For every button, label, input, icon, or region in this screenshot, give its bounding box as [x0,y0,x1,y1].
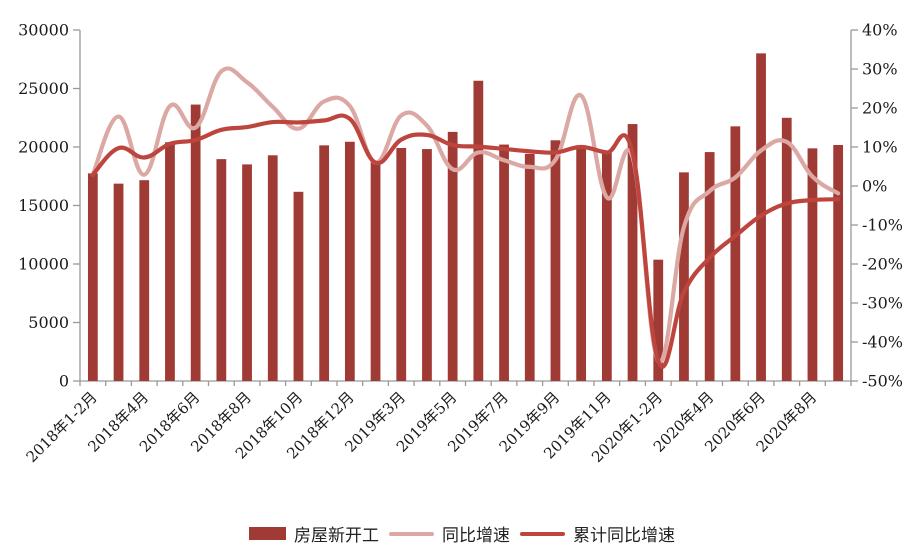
y-right-tick-label: 40% [862,21,898,40]
y-right-tick-label: 30% [862,60,898,79]
bar [781,117,792,381]
x-axis-ticks [79,381,852,386]
bar [730,126,741,381]
bar [473,80,484,381]
y-left-tick-label: 10000 [18,255,69,274]
bar [165,142,175,381]
bar-series [87,53,844,382]
bar [396,148,407,381]
cum-yoy-line [90,113,841,369]
bar [550,140,561,381]
y-axis-right: -50% -40% -30% -20% -10% 0% 10% 20% 30% 40% [851,21,903,391]
y-right-tick-label: -30% [862,294,903,313]
y-axis-left: 0 5000 10000 15000 20000 25000 30000 [18,21,80,391]
bar [344,141,355,381]
bar [807,148,818,381]
y-left-tick-label: 0 [59,372,69,391]
y-right-tick-label: -40% [862,333,903,352]
bar [704,152,715,381]
bar [679,172,689,381]
cum-yoy-line-swatch [520,531,565,536]
bar [833,144,844,381]
legend-item-bar: 房屋新开工 [249,521,379,546]
bar [319,145,330,381]
bar [627,124,638,382]
bar-line-chart-canvas: 0 5000 10000 15000 20000 25000 30000 -50% -40% -3… [18,21,903,467]
y-right-tick-label: 20% [862,99,898,118]
yoy-line [90,66,841,365]
y-left-tick-label: 5000 [28,313,69,332]
legend-label-bar: 房屋新开工 [294,526,379,546]
bar [447,131,458,381]
y-right-tick-label: -50% [862,372,903,391]
y-right-tick-label: -20% [862,255,903,274]
yoy-line-swatch [389,531,434,536]
bar [216,159,227,381]
y-left-tick-label: 25000 [18,79,69,98]
legend-item-yoy-line: 同比增速 [389,521,510,546]
legend: 房屋新开工 同比增速 累计同比增速 [0,521,924,546]
y-right-tick-label: 10% [862,138,898,157]
y-right-tick-label: -10% [862,216,903,235]
y-left-tick-label: 30000 [18,21,69,40]
bar [422,149,432,381]
x-axis-labels: 2018年1-2月2018年4月2018年6月2018年8月2018年10月20… [23,388,821,466]
y-right-tick-label: 0% [862,177,887,196]
bar [653,259,664,381]
legend-label-cum-yoy: 累计同比增速 [573,526,675,546]
x-tick-label: 2018年1-2月 [23,388,101,466]
legend-label-yoy: 同比增速 [442,526,510,546]
bar [370,160,381,381]
bar [601,152,612,381]
bar [267,155,278,381]
bar [576,147,587,381]
bar [293,191,304,381]
bar [113,183,124,381]
y-left-tick-label: 20000 [18,138,69,157]
bar-series-swatch [249,527,286,540]
bar [87,173,98,381]
legend-item-cum-yoy-line: 累计同比增速 [520,521,675,546]
bar [242,164,252,381]
bar [139,180,150,381]
y-left-tick-label: 15000 [18,196,69,215]
bar [499,144,509,381]
bar [524,153,535,381]
bar [190,104,201,382]
